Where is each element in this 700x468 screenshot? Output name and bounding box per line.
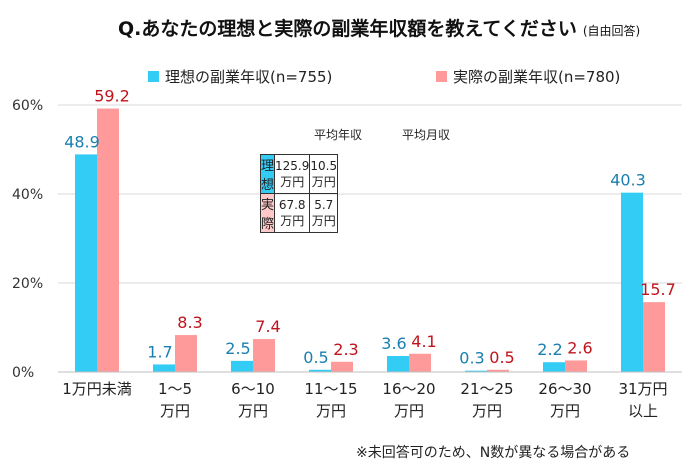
legend-ideal: 理想の副業年収(n=755) [148, 66, 332, 87]
row-label-actual: 実際 [259, 193, 276, 233]
table-header-monthly: 平均月収 [402, 128, 451, 142]
chart-title: Q.あなたの理想と実際の副業年収額を教えてください (自由回答) [118, 14, 640, 41]
data-label-actual: 2.3 [333, 340, 358, 359]
bar-actual [487, 369, 509, 372]
actual-annual: 67.8万円 [274, 193, 311, 233]
bar-ideal [231, 360, 253, 372]
summary-table-grid: 理想 125.9万円 10.5万円 実際 67.8万円 5.7万円 [259, 154, 339, 233]
data-label-actual: 7.4 [255, 317, 280, 336]
title-note: (自由回答) [582, 24, 641, 38]
row-label-ideal: 理想 [259, 154, 276, 194]
data-label-ideal: 3.6 [381, 334, 406, 353]
y-tick-label: 60% [12, 98, 43, 114]
x-tick-label: 6〜10 [231, 380, 275, 398]
data-label-actual: 59.2 [94, 87, 130, 106]
x-tick-label: 万円 [550, 402, 580, 420]
ideal-monthly: 10.5万円 [309, 154, 339, 194]
title-text: Q.あなたの理想と実際の副業年収額を教えてください [118, 18, 577, 40]
legend-label-actual: 実際の副業年収(n=780) [453, 68, 621, 86]
y-tick-label: 20% [12, 276, 43, 292]
bar-ideal [621, 192, 643, 372]
x-tick-label: 万円 [316, 402, 346, 420]
data-label-actual: 8.3 [177, 313, 202, 332]
ideal-annual: 125.9万円 [274, 154, 311, 194]
bar-actual [409, 353, 431, 372]
data-label-ideal: 0.3 [459, 349, 484, 368]
footnote: ※未回答可のため、N数が異なる場合がある [356, 445, 631, 461]
data-label-ideal: 2.2 [537, 340, 562, 359]
x-tick-label: 26〜30 [538, 380, 591, 398]
y-tick-label: 40% [12, 187, 43, 203]
x-tick-label: 16〜20 [382, 380, 435, 398]
bar-actual [175, 335, 197, 372]
bar-actual [253, 339, 275, 372]
table-row-actual: 実際 67.8万円 5.7万円 [259, 193, 339, 233]
bar-actual [97, 108, 119, 372]
actual-monthly: 5.7万円 [309, 193, 339, 233]
data-label-ideal: 40.3 [610, 171, 646, 190]
x-tick-label: 以上 [628, 402, 658, 420]
legend-swatch-ideal [148, 71, 159, 82]
data-label-actual: 15.7 [640, 280, 676, 299]
bar-ideal [543, 362, 565, 372]
bar-actual [565, 360, 587, 372]
legend-actual: 実際の副業年収(n=780) [436, 66, 620, 87]
bar-actual [643, 302, 665, 372]
x-tick-label: 1万円未満 [62, 380, 132, 398]
data-label-ideal: 2.5 [225, 339, 250, 358]
legend-label-ideal: 理想の副業年収(n=755) [165, 68, 333, 86]
x-tick-label: 万円 [160, 402, 190, 420]
x-tick-label: 1〜5 [158, 380, 192, 398]
x-tick-label: 万円 [238, 402, 268, 420]
data-label-ideal: 48.9 [64, 132, 100, 151]
data-label-ideal: 0.5 [303, 348, 328, 367]
x-tick-label: 万円 [472, 402, 502, 420]
data-label-actual: 2.6 [567, 338, 592, 357]
bar-ideal [75, 154, 97, 372]
data-label-ideal: 1.7 [147, 342, 172, 361]
table-row-ideal: 理想 125.9万円 10.5万円 [259, 154, 339, 194]
legend-swatch-actual [436, 71, 447, 82]
bar-ideal [465, 370, 487, 372]
bar-ideal [153, 364, 175, 372]
bar-ideal [387, 355, 409, 372]
data-label-actual: 4.1 [411, 332, 436, 351]
x-tick-label: 11〜15 [304, 380, 357, 398]
y-tick-label: 0% [12, 365, 34, 381]
x-tick-label: 31万円 [618, 380, 667, 398]
bar-ideal [309, 369, 331, 372]
x-tick-label: 万円 [394, 402, 424, 420]
table-header-annual: 平均年収 [314, 128, 363, 142]
bar-actual [331, 361, 353, 372]
data-label-actual: 0.5 [489, 348, 514, 367]
x-tick-label: 21〜25 [460, 380, 513, 398]
